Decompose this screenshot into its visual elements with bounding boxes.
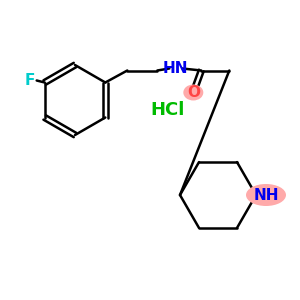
Ellipse shape — [246, 184, 286, 206]
Ellipse shape — [183, 85, 203, 101]
Text: F: F — [25, 73, 35, 88]
Text: NH: NH — [253, 188, 279, 202]
Text: O: O — [187, 85, 200, 100]
Text: HCl: HCl — [151, 101, 185, 119]
Text: HN: HN — [163, 61, 188, 76]
